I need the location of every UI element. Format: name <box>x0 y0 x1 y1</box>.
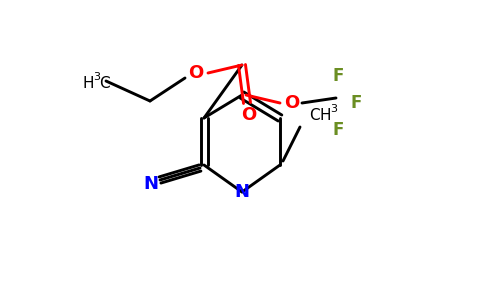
Text: F: F <box>350 94 362 112</box>
Text: O: O <box>242 106 257 124</box>
Text: H: H <box>82 76 94 91</box>
Text: O: O <box>188 64 204 82</box>
Text: N: N <box>235 183 249 201</box>
Text: F: F <box>333 121 344 139</box>
Text: 3: 3 <box>331 104 337 114</box>
Text: F: F <box>333 67 344 85</box>
Text: 3: 3 <box>93 72 101 82</box>
Text: N: N <box>143 175 158 193</box>
Text: H: H <box>319 107 331 122</box>
Text: C: C <box>99 76 109 91</box>
Text: C: C <box>309 107 319 122</box>
Text: O: O <box>285 94 300 112</box>
